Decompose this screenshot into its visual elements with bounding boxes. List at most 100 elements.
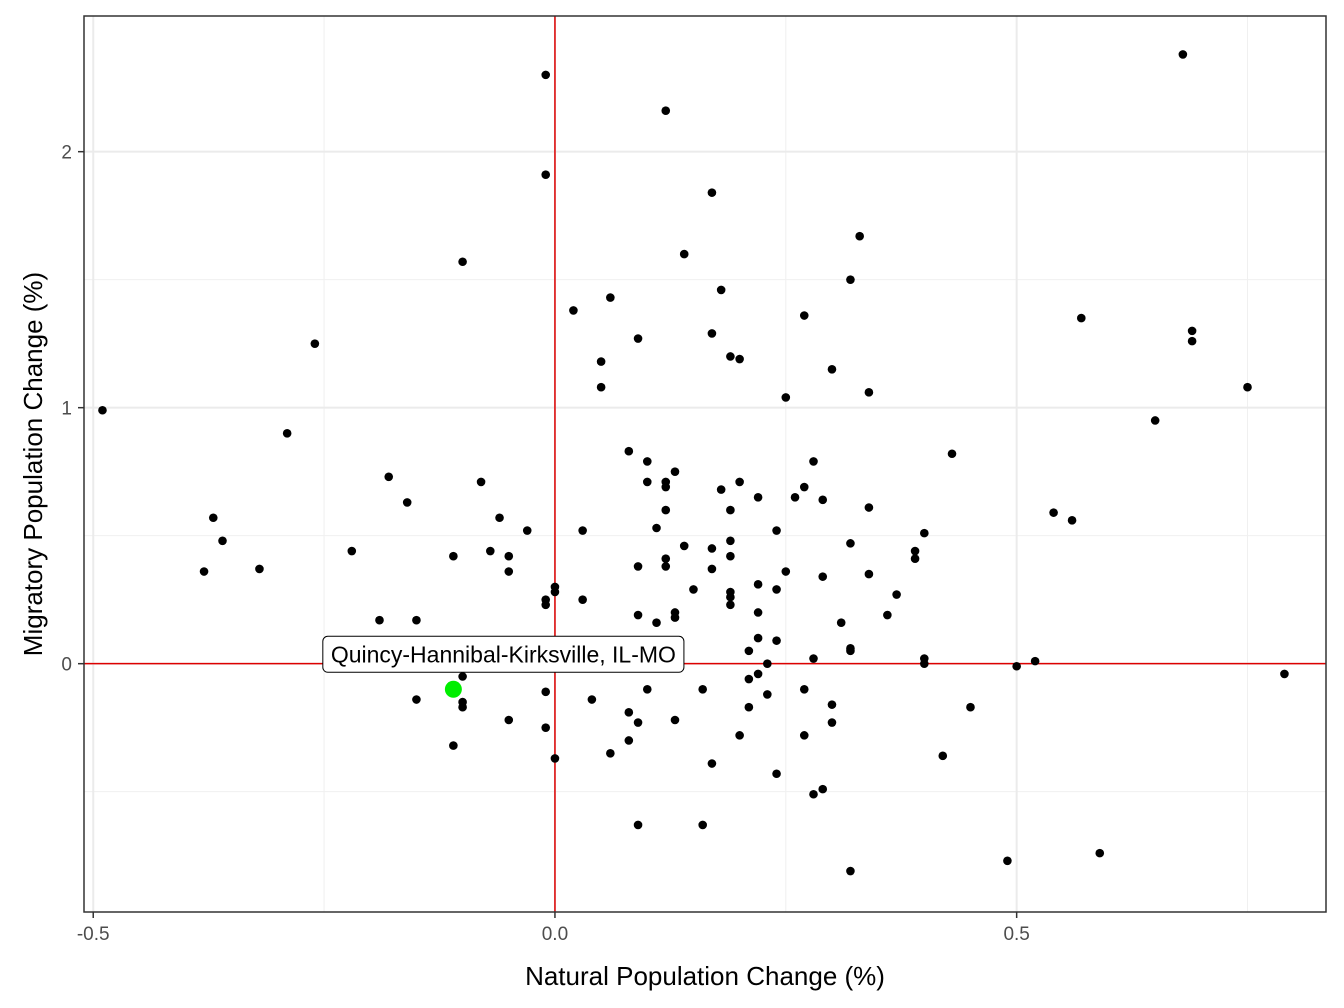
data-point — [633, 610, 643, 620]
data-point — [550, 587, 560, 597]
plot-panel-background — [84, 16, 1326, 912]
data-point — [1049, 508, 1058, 517]
data-point — [642, 684, 652, 694]
data-point — [98, 405, 107, 415]
data-point — [735, 354, 744, 364]
data-point — [947, 449, 957, 459]
data-point — [707, 188, 717, 197]
data-point — [846, 275, 855, 284]
data-point — [966, 702, 975, 712]
data-point — [883, 610, 892, 620]
data-point — [1067, 516, 1077, 525]
data-point — [827, 718, 837, 727]
data-point — [864, 569, 874, 579]
highlight-label-box — [322, 635, 685, 673]
data-point — [836, 618, 846, 628]
data-point — [218, 536, 227, 546]
data-point — [550, 754, 560, 763]
data-point — [892, 590, 901, 599]
data-point — [679, 541, 689, 551]
data-point — [726, 551, 735, 561]
data-point — [522, 526, 532, 535]
data-point — [744, 646, 754, 656]
x-tick-label: 0.5 — [1003, 924, 1029, 945]
data-point — [781, 567, 791, 576]
data-point — [670, 467, 680, 476]
y-tick-label: 0 — [61, 655, 72, 676]
data-point — [772, 585, 781, 594]
data-point — [652, 618, 661, 628]
data-point — [642, 457, 652, 466]
x-axis-title: Natural Population Change (%) — [525, 961, 885, 991]
data-point — [504, 551, 514, 561]
data-point — [809, 789, 818, 799]
data-point — [578, 595, 587, 604]
data-point — [541, 70, 551, 80]
data-point — [735, 477, 744, 487]
data-point — [310, 339, 320, 348]
y-tick-label: 1 — [61, 399, 72, 420]
highlight-label: Quincy-Hannibal-Kirksville, IL-MO — [331, 641, 676, 667]
data-point — [910, 546, 920, 556]
data-point — [541, 687, 551, 697]
data-point — [1280, 669, 1289, 679]
data-point — [920, 528, 929, 538]
y-axis-title: Migratory Population Change (%) — [18, 272, 48, 656]
data-point — [707, 544, 717, 553]
data-point — [799, 311, 809, 320]
data-point — [347, 546, 357, 556]
data-point — [744, 674, 754, 684]
data-point — [375, 615, 384, 625]
data-point — [624, 736, 634, 745]
data-point — [716, 285, 726, 295]
data-point — [698, 820, 707, 830]
data-point — [661, 505, 671, 515]
data-point — [624, 708, 634, 717]
data-point — [781, 393, 791, 402]
data-point — [763, 690, 772, 699]
data-point — [716, 485, 726, 494]
data-point — [1150, 416, 1160, 425]
data-point — [476, 477, 486, 487]
highlight-group: Quincy-Hannibal-Kirksville, IL-MO — [322, 635, 685, 698]
data-point — [846, 539, 855, 548]
data-point — [661, 554, 671, 564]
data-point — [726, 505, 735, 515]
data-point — [412, 615, 421, 625]
y-tick-label: 2 — [61, 143, 72, 164]
data-point — [486, 546, 495, 556]
data-point — [652, 523, 661, 533]
data-point — [661, 482, 671, 492]
data-point — [744, 702, 754, 712]
data-point — [846, 866, 855, 876]
data-point — [1076, 313, 1086, 323]
data-point — [578, 526, 587, 535]
data-point — [412, 695, 421, 704]
data-point — [726, 352, 735, 361]
data-point — [596, 357, 606, 366]
y-axis: 0 1 2 — [61, 143, 84, 676]
plot-panel-border — [83, 15, 1327, 913]
data-point — [384, 472, 394, 482]
data-point — [920, 659, 929, 668]
data-point — [772, 526, 781, 535]
data-point — [449, 741, 458, 750]
data-point — [633, 820, 643, 830]
data-point — [1095, 848, 1105, 858]
minor-gridlines — [84, 16, 1326, 912]
data-point — [818, 784, 828, 794]
data-point — [707, 759, 717, 768]
data-point — [938, 751, 948, 761]
data-point — [1243, 382, 1252, 392]
data-point — [726, 592, 735, 602]
data-point — [624, 446, 634, 456]
data-point — [1178, 50, 1188, 59]
data-point — [679, 249, 689, 259]
data-point — [642, 477, 652, 487]
data-point — [763, 659, 772, 668]
data-point — [772, 769, 781, 779]
data-point — [458, 672, 467, 681]
data-point — [541, 170, 551, 180]
data-point — [458, 697, 467, 707]
data-point — [1030, 656, 1040, 666]
